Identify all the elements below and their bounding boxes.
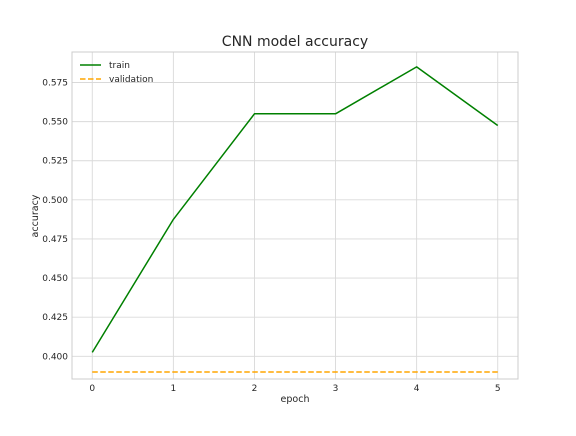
y-tick-label: 0.500 — [42, 196, 68, 206]
y-tick-label: 0.450 — [42, 274, 68, 284]
y-tick-label: 0.425 — [42, 313, 68, 323]
y-tick-label: 0.525 — [42, 157, 68, 167]
x-tick-label: 1 — [170, 384, 176, 394]
series-line-train — [92, 67, 497, 353]
x-tick-label: 3 — [333, 384, 339, 394]
x-tick-label: 4 — [414, 384, 420, 394]
x-axis-label: epoch — [281, 394, 310, 405]
plot-frame — [72, 52, 518, 379]
legend: train validation — [80, 61, 153, 85]
axes — [72, 52, 518, 379]
y-tick-label: 0.400 — [42, 352, 68, 362]
y-tick-label: 0.475 — [42, 235, 68, 245]
y-tick-label: 0.550 — [42, 118, 68, 128]
tick-labels: 0 1 2 3 4 5 0.400 0.425 0.450 0.475 0.500 0.525 0.55… — [42, 79, 500, 394]
x-tick-label: 0 — [89, 384, 95, 394]
y-tick-label: 0.575 — [42, 79, 68, 89]
x-tick-label: 2 — [252, 384, 258, 394]
x-tick-label: 5 — [495, 384, 501, 394]
grid-lines — [72, 52, 518, 379]
chart-title: CNN model accuracy — [222, 34, 368, 50]
y-axis-label: accuracy — [30, 194, 41, 237]
legend-label-validation: validation — [109, 75, 153, 85]
legend-label-train: train — [109, 61, 130, 71]
series-lines — [92, 67, 497, 372]
